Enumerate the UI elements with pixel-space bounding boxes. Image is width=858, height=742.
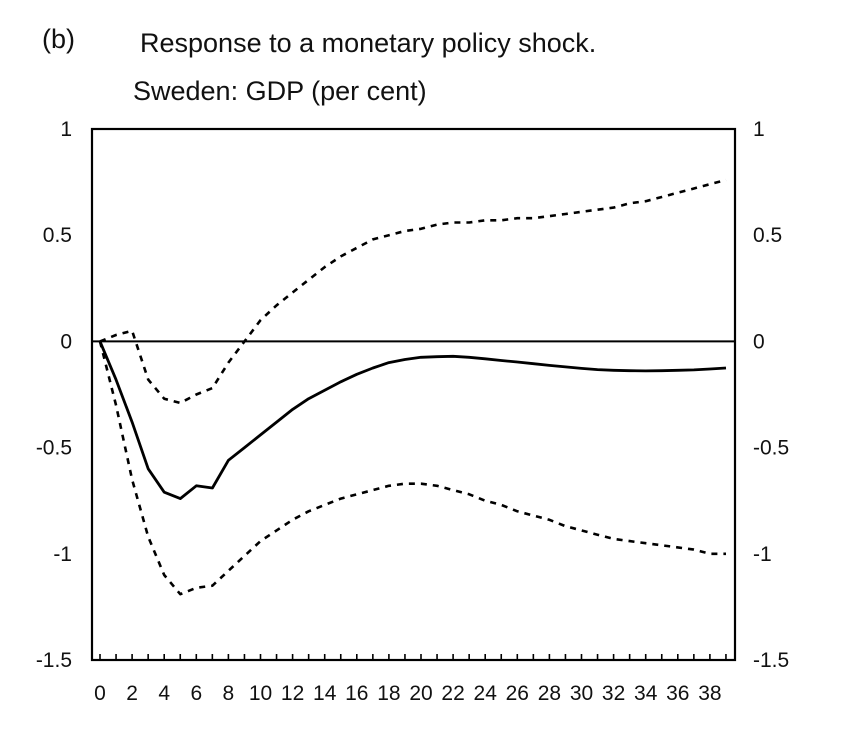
y-tick-label-left: -1.5 — [36, 649, 72, 672]
chart-subtitle: Sweden: GDP (per cent) — [133, 76, 427, 106]
x-tick-label: 4 — [158, 682, 170, 705]
series-line-band-2 — [98, 341, 726, 596]
panel-label: (b) — [42, 24, 75, 54]
x-tick-label: 38 — [698, 682, 721, 705]
y-tick-label-right: -1.5 — [753, 649, 789, 672]
tick-layer: 1 10.5 0.50 0-0.5 -0.5-1 -1-1.5 -1.50 2 4 6 8 10 12 1… — [36, 118, 789, 705]
x-tick-label: 2 — [126, 682, 138, 705]
x-tick-label: 22 — [441, 682, 464, 705]
y-tick-label-right: 1 — [753, 118, 765, 141]
x-tick-label: 18 — [377, 682, 400, 705]
x-tick-label: 20 — [409, 682, 432, 705]
x-tick-label: 30 — [570, 682, 593, 705]
y-tick-label-left: 0.5 — [43, 224, 72, 247]
x-tick-label: 0 — [94, 682, 106, 705]
x-tick-label: 8 — [223, 682, 235, 705]
y-tick-label-right: -1 — [753, 543, 772, 566]
series-layer — [98, 178, 727, 596]
y-tick-label-left: 1 — [60, 118, 72, 141]
x-tick-label: 16 — [345, 682, 368, 705]
x-tick-label: 24 — [474, 682, 498, 705]
y-tick-label-right: 0.5 — [753, 224, 782, 247]
y-tick-label-left: -0.5 — [36, 437, 72, 460]
y-tick-label-right: -0.5 — [753, 437, 789, 460]
x-tick-label: 6 — [190, 682, 202, 705]
series-line-response — [98, 340, 727, 501]
x-tick-label: 34 — [634, 682, 658, 705]
y-tick-label-left: -1 — [53, 543, 72, 566]
x-tick-label: 28 — [538, 682, 561, 705]
x-tick-label: 36 — [666, 682, 689, 705]
plot-frame — [90, 127, 737, 662]
y-tick-label-left: 0 — [60, 330, 72, 353]
x-tick-label: 10 — [249, 682, 272, 705]
series-line-band-1 — [99, 178, 727, 405]
x-tick-label: 26 — [506, 682, 529, 705]
y-tick-label-right: 0 — [753, 330, 765, 353]
x-tick-label: 32 — [602, 682, 625, 705]
chart-title: Response to a monetary policy shock. — [140, 28, 597, 58]
x-tick-label: 14 — [313, 682, 337, 705]
x-tick-label: 12 — [281, 682, 304, 705]
